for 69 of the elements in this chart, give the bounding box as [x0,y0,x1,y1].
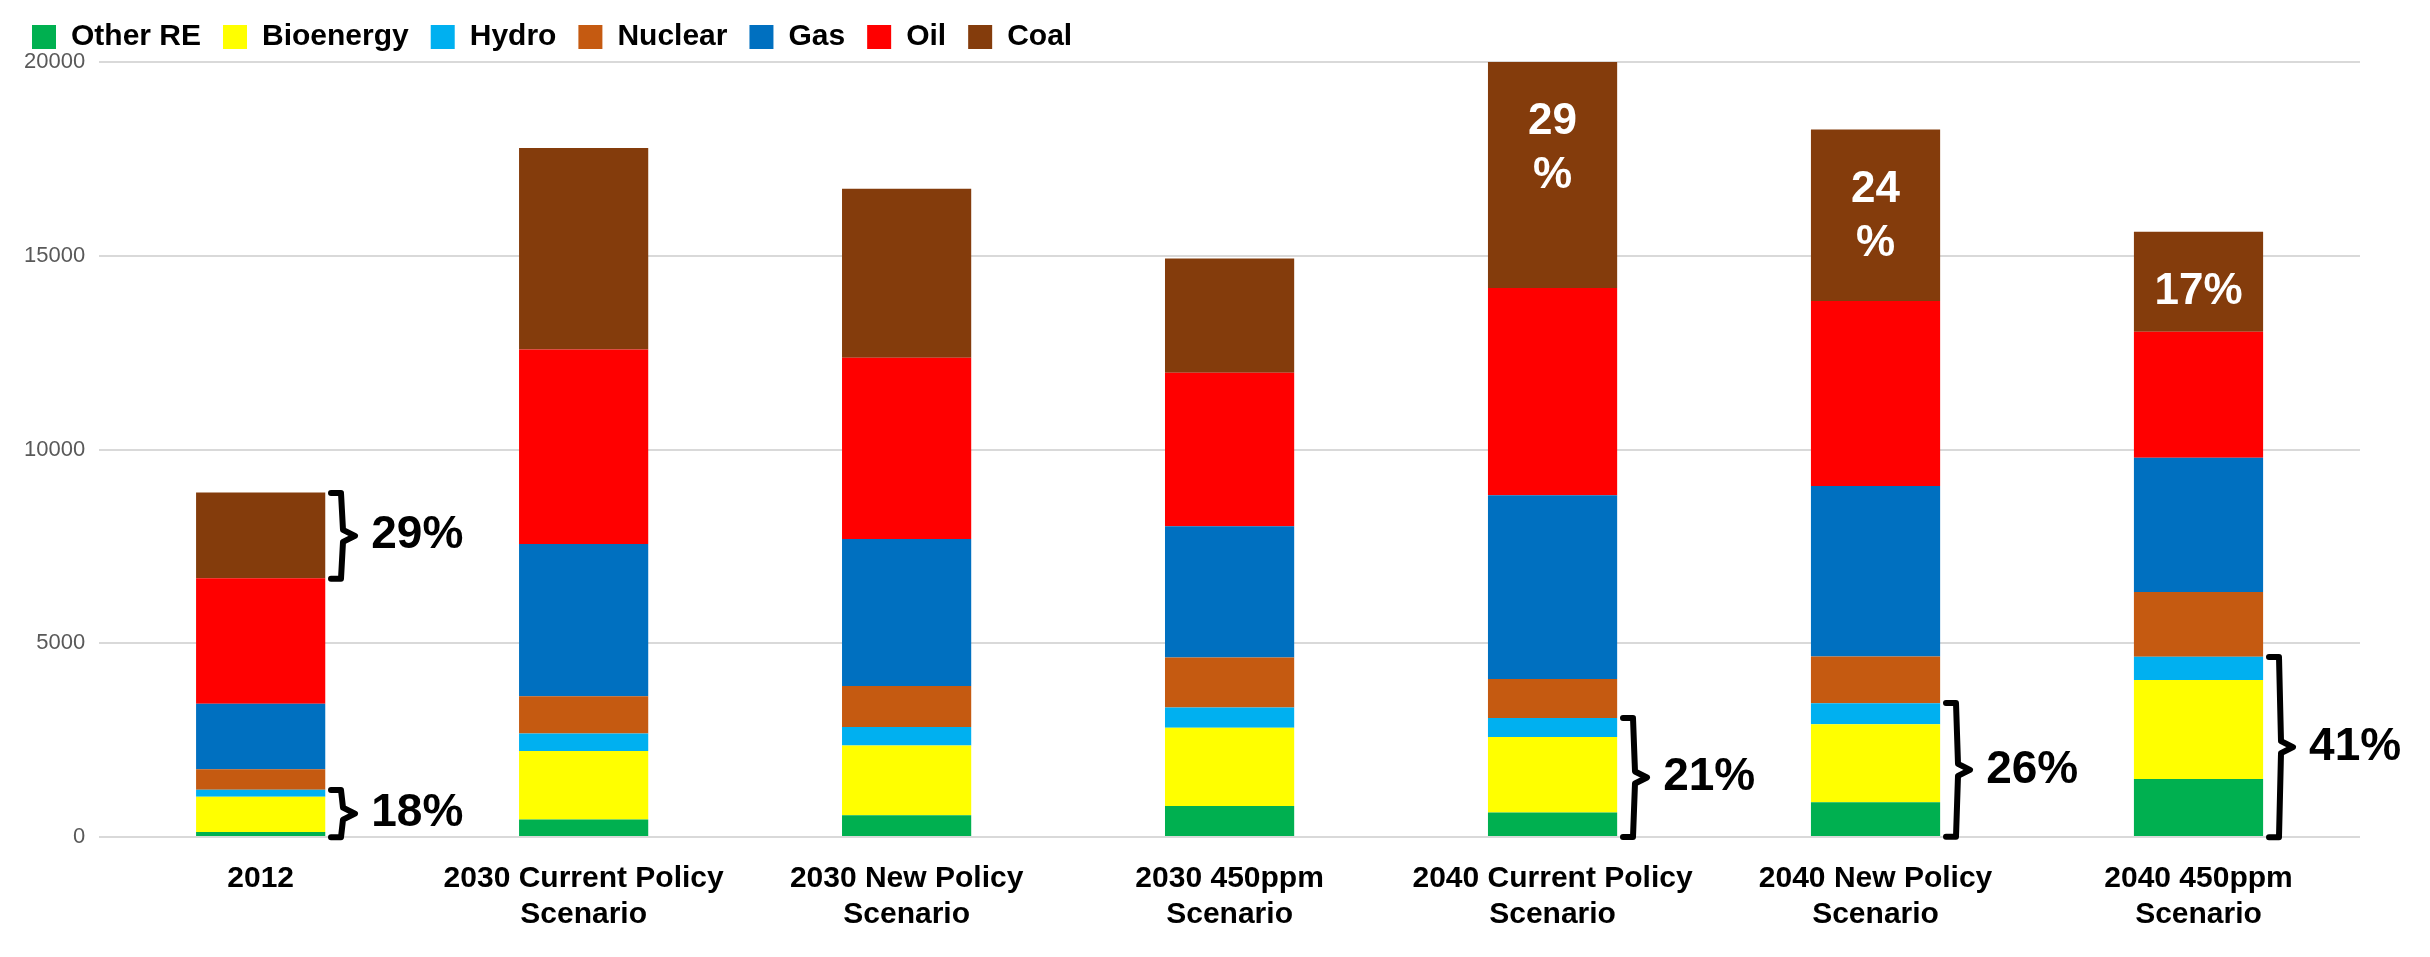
legend-label: Hydro [469,18,557,52]
bar [1810,485,1941,657]
bar [519,148,649,350]
bar [1164,727,1295,806]
bar [1810,656,1941,704]
x-tick-label: 2040 New Policy Scenario [1758,860,1993,930]
bar [1164,707,1295,728]
bar [842,188,972,358]
annotation: 29% [371,506,464,559]
bar [1810,703,1941,725]
bar [196,578,326,704]
annotation: 21% [1663,748,1756,801]
bar [1164,372,1295,527]
bar [2133,592,2264,657]
bar [1487,678,1618,719]
legend-label: Bioenergy [262,18,410,52]
legend-label: Oil [906,18,947,52]
bar [1164,657,1295,708]
bar [1810,129,1941,302]
bar [196,789,326,797]
x-tick-label: 2030 New Policy Scenario [789,860,1024,930]
bar [842,815,972,836]
bar [519,696,649,734]
bar [196,769,326,790]
bar [1487,495,1618,679]
bar [1164,806,1295,836]
bar [842,745,972,816]
annotation: 26% [1986,740,2079,793]
y-tick-label: 5000 [36,629,86,655]
annotation: 17% [2154,263,2243,313]
bar [842,726,972,746]
y-tick-label: 0 [72,823,86,849]
annotation: 24% [1851,161,1901,265]
bar [1487,287,1618,496]
bar [1810,301,1941,486]
annotation: 18% [371,784,464,837]
y-tick-label: 10000 [23,435,86,461]
bar [842,685,972,727]
bar [1487,812,1618,836]
bar [2133,231,2264,332]
legend-label: Gas [788,18,846,52]
bar [196,703,326,770]
bar [519,349,649,545]
bar [1164,526,1295,658]
bar [519,819,649,836]
annotation: 29% [1528,94,1578,198]
bar [519,544,649,697]
legend-label: Coal [1007,18,1073,52]
x-tick-label: 2012 [227,860,295,894]
bar [196,831,326,836]
bar [1810,802,1941,836]
bar [842,357,972,540]
annotation: 41% [2309,717,2402,770]
bar [2133,457,2264,593]
x-tick-label: 2030 450ppm Scenario [1135,860,1324,930]
x-tick-label: 2040 450ppm Scenario [2104,860,2293,930]
bar [2133,331,2264,458]
x-tick-label: 2030 Current Policy Scenario [443,860,725,930]
bar [842,539,972,686]
bar [2133,778,2264,836]
bar [519,733,649,751]
x-tick-label: 2040 Current Policy Scenario [1412,860,1693,930]
bar [2133,656,2264,681]
bar [519,750,649,820]
bar [1487,62,1618,288]
bar [1164,258,1295,373]
legend-label: Nuclear [617,18,728,52]
bar [1487,718,1618,738]
y-tick-label: 15000 [23,241,86,267]
